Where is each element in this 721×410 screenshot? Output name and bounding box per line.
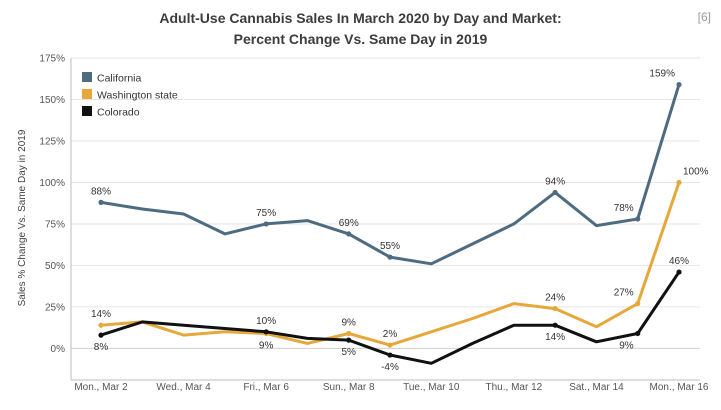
data-point <box>552 322 558 328</box>
data-point <box>387 254 393 260</box>
data-point <box>635 330 641 337</box>
data-label: 14% <box>545 332 565 343</box>
legend: California Washington state Colorado <box>82 72 178 119</box>
data-label: 14% <box>91 309 111 320</box>
data-point <box>387 342 393 348</box>
gridlines <box>71 57 700 349</box>
x-tick-label: Wed., Mar 4 <box>156 382 211 393</box>
x-axis: Mon., Mar 2 Wed., Mar 4 Fri., Mar 6 Sun., M… <box>71 379 709 393</box>
legend-entry: Colorado <box>97 107 140 119</box>
y-tick-label: 100% <box>39 178 65 189</box>
data-point <box>98 322 104 328</box>
data-label: 94% <box>545 176 565 187</box>
y-axis: 0% 25% 50% 75% 100% 125% 150% 175% <box>39 54 72 380</box>
data-label: 55% <box>380 241 400 252</box>
data-point <box>635 301 641 307</box>
data-label: 27% <box>614 288 634 299</box>
y-axis-label: Sales % Change Vs. Same Day in 2019 <box>17 129 28 306</box>
data-point <box>263 329 269 335</box>
chart-title-line-1: Adult-Use Cannabis Sales In March 2020 b… <box>159 10 562 26</box>
data-point <box>346 337 352 343</box>
x-tick-label: Sat., Mar 14 <box>569 382 624 393</box>
data-point <box>263 221 269 227</box>
data-label: 75% <box>256 208 276 219</box>
data-label: 8% <box>94 342 109 353</box>
data-label: 78% <box>614 203 634 214</box>
data-label: 24% <box>545 293 565 304</box>
data-label: 69% <box>339 218 359 229</box>
data-label: 9% <box>341 317 356 328</box>
chart-title-line-2: Percent Change Vs. Same Day in 2019 <box>233 31 488 47</box>
x-tick-label: Mon., Mar 16 <box>650 382 709 393</box>
y-tick-label: 75% <box>45 219 65 230</box>
legend-swatch <box>82 89 92 99</box>
data-point <box>346 330 352 337</box>
data-point <box>98 332 104 338</box>
legend-entry: California <box>97 73 142 85</box>
y-tick-label: 150% <box>39 95 65 106</box>
data-point <box>387 352 393 358</box>
y-tick-label: 175% <box>39 54 65 65</box>
data-point <box>552 189 558 196</box>
x-tick-label: Tue., Mar 10 <box>403 382 460 393</box>
series-lines <box>98 81 682 365</box>
y-tick-label: 50% <box>45 261 65 272</box>
series-line-california <box>99 83 681 266</box>
data-label: -4% <box>381 362 399 373</box>
data-point <box>676 81 682 88</box>
x-tick-label: Sun., Mar 8 <box>323 382 375 393</box>
data-label: 5% <box>341 347 356 358</box>
y-tick-label: 25% <box>45 302 65 313</box>
series-line-washington-state <box>99 181 681 347</box>
data-label: 9% <box>619 340 634 351</box>
x-tick-label: Mon., Mar 2 <box>74 382 128 393</box>
data-point <box>676 269 682 275</box>
legend-swatch <box>82 72 92 82</box>
data-label: 88% <box>91 186 111 197</box>
data-label: 100% <box>683 166 709 177</box>
data-point <box>98 199 104 205</box>
legend-entry: Washington state <box>97 90 178 102</box>
y-tick-label: 125% <box>39 136 65 147</box>
reference-number: [6] <box>697 10 711 24</box>
legend-swatch <box>82 106 92 116</box>
data-point <box>635 216 641 222</box>
data-label: 159% <box>649 69 675 80</box>
data-point <box>346 231 352 237</box>
x-tick-label: Thu., Mar 12 <box>486 382 543 393</box>
data-label: 46% <box>669 256 689 267</box>
chart-title: Adult-Use Cannabis Sales In March 2020 b… <box>0 8 721 50</box>
series-line-colorado <box>99 270 681 365</box>
y-tick-label: 0% <box>51 344 66 355</box>
x-tick-label: Fri., Mar 6 <box>243 382 289 393</box>
data-point <box>676 179 682 186</box>
data-point <box>552 305 558 312</box>
data-label: 2% <box>383 329 398 340</box>
data-label: 10% <box>256 316 276 327</box>
data-labels: 88% 75% 69% 55% 94% 78% 159% 14% 9% 9% 2% 24% 27% 100… <box>91 69 709 373</box>
data-label: 9% <box>259 340 274 351</box>
